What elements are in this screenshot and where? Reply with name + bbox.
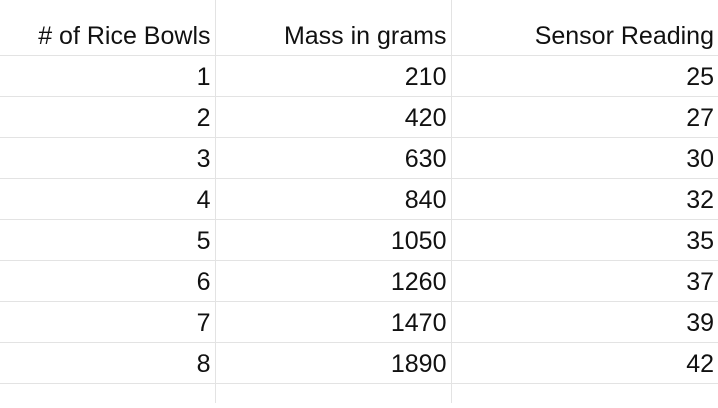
cell-mass[interactable]: 1050 <box>215 218 452 260</box>
cell-mass[interactable]: 1260 <box>215 259 452 301</box>
header-cell-sensor-reading[interactable]: Sensor Reading <box>534 21 714 50</box>
table-row: 8 1890 42 <box>0 341 718 383</box>
cell-sensor-reading[interactable]: 42 <box>451 341 718 383</box>
cell-rice-bowls[interactable]: 1 <box>0 54 216 96</box>
empty-cell[interactable] <box>215 382 452 403</box>
table-row: 5 1050 35 <box>0 218 718 260</box>
cell-mass[interactable]: 840 <box>215 177 452 219</box>
table-row: 3 630 30 <box>0 136 718 178</box>
cell-sensor-reading[interactable]: 39 <box>451 300 718 342</box>
header-cell-mass[interactable]: Mass in grams <box>215 0 452 55</box>
cell-sensor-reading[interactable]: 30 <box>451 136 718 178</box>
cell-mass[interactable]: 210 <box>215 54 452 96</box>
cell-sensor-reading[interactable]: 37 <box>451 259 718 301</box>
header-cell-rice-bowls[interactable]: # of Rice Bowls <box>0 0 216 55</box>
cell-rice-bowls[interactable]: 6 <box>0 259 216 301</box>
table-row: 6 1260 37 <box>0 259 718 301</box>
cell-mass[interactable]: 420 <box>215 95 452 137</box>
cell-sensor-reading[interactable]: 25 <box>451 54 718 96</box>
empty-cell[interactable] <box>0 382 216 403</box>
cell-sensor-reading[interactable]: 35 <box>451 218 718 260</box>
cell-rice-bowls[interactable]: 7 <box>0 300 216 342</box>
cell-mass[interactable]: 630 <box>215 136 452 178</box>
cell-mass[interactable]: 1470 <box>215 300 452 342</box>
cell-rice-bowls[interactable]: 5 <box>0 218 216 260</box>
table-row: 2 420 27 <box>0 95 718 137</box>
empty-cell[interactable] <box>451 382 718 403</box>
cell-rice-bowls[interactable]: 4 <box>0 177 216 219</box>
cell-rice-bowls[interactable]: 3 <box>0 136 216 178</box>
cell-sensor-reading[interactable]: 32 <box>451 177 718 219</box>
header-row: # of Rice Bowls Mass in grams Sensor Rea… <box>0 0 718 55</box>
cell-rice-bowls[interactable]: 8 <box>0 341 216 383</box>
table-row: 7 1470 39 <box>0 300 718 342</box>
cell-mass[interactable]: 1890 <box>215 341 452 383</box>
table-row: 4 840 32 <box>0 177 718 219</box>
cell-rice-bowls[interactable]: 2 <box>0 95 216 137</box>
empty-row <box>0 382 718 403</box>
table-row: 1 210 25 <box>0 54 718 96</box>
cell-sensor-reading[interactable]: 27 <box>451 95 718 137</box>
